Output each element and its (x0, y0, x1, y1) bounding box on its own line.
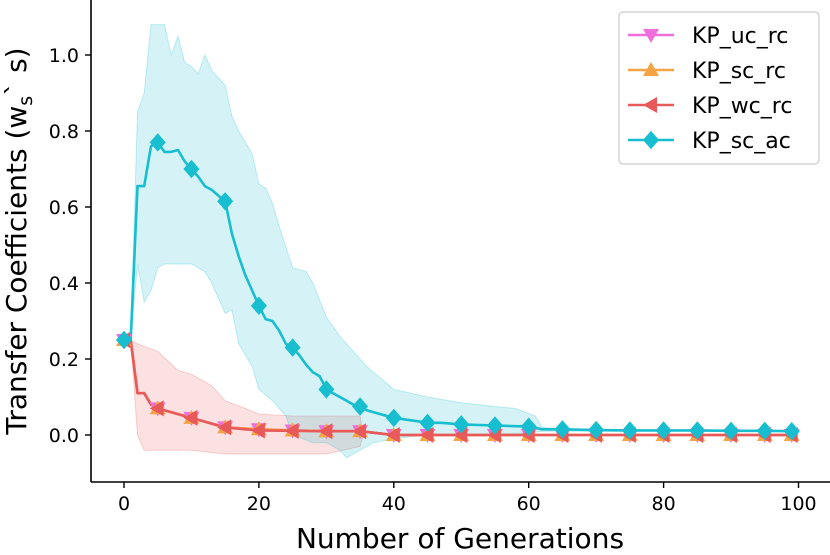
marker-KP_sc_ac (756, 421, 773, 441)
marker-KP_wc_rc (352, 423, 367, 440)
marker-KP_wc_rc (385, 427, 400, 443)
y-axis-label-main: Transfer Coefficients (w (0, 106, 33, 436)
x-ticks: 0 20 40 60 80 100 (118, 482, 817, 515)
marker-KP_sc_ac (486, 416, 503, 435)
marker-KP_sc_ac (520, 417, 537, 436)
legend-marker-KP_wc_rc (643, 97, 657, 113)
marker-KP_wc_rc (284, 422, 299, 439)
marker-KP_wc_rc (149, 400, 164, 417)
legend-label-KP_wc_rc: KP_wc_rc (692, 94, 792, 119)
marker-KP_sc_ac (250, 296, 267, 315)
y-tick-label: 0.6 (49, 197, 79, 219)
legend-marker-KP_sc_ac (643, 130, 659, 150)
y-tick-label: 0.0 (49, 425, 79, 447)
marker-KP_sc_ac (689, 421, 706, 440)
y-axis-label-subscript: s (15, 96, 37, 106)
y-axis-label: Transfer Coefficients (ws` s) (0, 47, 37, 435)
legend-marker-KP_uc_rc (643, 29, 659, 43)
marker-KP_sc_ac (149, 133, 166, 152)
legend-frame (618, 11, 820, 165)
legend: KP_uc_rc KP_sc_rc KP_wc_rc KP_sc_ac (618, 11, 820, 165)
y-tick-label: 0.2 (49, 349, 79, 371)
marker-KP_wc_rc (250, 422, 265, 439)
x-tick-label: 60 (517, 493, 541, 515)
y-tick-label: 0.4 (49, 273, 79, 295)
marker-KP_sc_ac (217, 192, 234, 211)
y-ticks: 0.0 0.2 0.4 0.6 0.8 1.0 (49, 45, 91, 447)
x-tick-label: 80 (652, 493, 676, 515)
y-tick-label: 0.8 (49, 121, 79, 143)
marker-KP_wc_rc (419, 427, 434, 443)
marker-KP_sc_ac (621, 421, 638, 440)
x-tick-label: 20 (247, 493, 271, 515)
marker-KP_sc_ac (419, 413, 436, 433)
x-axis-label: Number of Generations (296, 522, 624, 555)
x-tick-label: 100 (780, 493, 816, 515)
marker-KP_wc_rc (183, 409, 198, 426)
marker-KP_wc_rc (217, 419, 232, 436)
x-tick-label: 40 (382, 493, 406, 515)
marker-KP_sc_ac (554, 420, 571, 439)
marker-KP_wc_rc (318, 423, 333, 440)
marker-KP_sc_ac (453, 415, 470, 434)
marker-KP_sc_ac (655, 421, 672, 440)
y-axis-label-tail: ` s) (0, 47, 33, 95)
y-tick-label: 1.0 (49, 45, 79, 67)
legend-label-KP_sc_ac: KP_sc_ac (692, 129, 791, 154)
marker-KP_sc_ac (284, 338, 301, 357)
marker-KP_sc_ac (723, 421, 740, 441)
marker-KP_sc_ac (588, 420, 605, 440)
marker-KP_sc_ac (783, 422, 800, 441)
marker-KP_sc_ac (385, 408, 402, 428)
legend-label-KP_uc_rc: KP_uc_rc (692, 24, 788, 49)
series-markers (116, 133, 800, 443)
marker-KP_sc_ac (352, 397, 369, 416)
legend-marker-KP_sc_rc (643, 62, 659, 76)
axes (90, 0, 830, 483)
legend-label-KP_sc_rc: KP_sc_rc (692, 59, 786, 84)
marker-KP_sc_ac (183, 159, 200, 179)
marker-KP_sc_ac (116, 330, 132, 350)
marker-KP_sc_ac (318, 380, 335, 399)
x-tick-label: 0 (118, 493, 130, 515)
marker-KP_wc_rc (453, 427, 468, 443)
line-KP_sc_ac (124, 141, 792, 433)
